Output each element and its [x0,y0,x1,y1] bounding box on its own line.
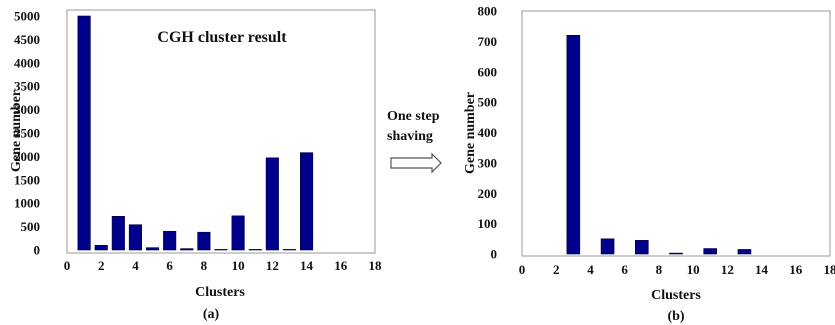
panel-a-y-tick-label: 1500 [14,172,40,187]
panel-a-bar-cluster-7 [180,248,194,251]
panel-a-y-tick-label: 500 [21,219,41,234]
panel-b-x-tick-label: 0 [519,262,526,277]
panel-a-bar-cluster-10 [231,215,245,251]
panel-a-y-tick-label: 2500 [14,126,40,141]
panel-a-y-tick-label: 3500 [14,79,40,94]
panel-b-x-tick-label: 2 [553,262,560,277]
panel-a-x-tick-label: 4 [132,258,139,273]
panel-a-y-tick-label: 1000 [14,196,40,211]
panel-a-bar-cluster-11 [248,249,262,251]
panel-b-x-tick-label: 12 [721,262,734,277]
panel-b-bar-cluster-3 [566,34,581,255]
panel-b-x-tick-labels: 0 2 4 6 8 10 12 14 16 18 [519,262,835,277]
panel-a-x-tick-label: 10 [232,258,245,273]
panel-b-x-tick-label: 4 [587,262,594,277]
panel-a-chart-title: CGH cluster result [157,29,287,46]
panel-b-y-tick-label: 200 [478,186,498,201]
panel-a-y-tick-label: 3000 [14,102,40,117]
panel-a-x-tick-label: 14 [300,258,314,273]
panel-b-label: (b) [667,309,684,324]
annotation-line-1: One step [387,109,440,124]
panel-a-y-tick-label: 5000 [14,9,40,24]
panel-a-bar-cluster-5 [146,247,160,251]
panel-a-plot-frame [66,9,376,254]
panel-a-bar-cluster-4 [128,224,142,251]
one-step-shaving-annotation: One step shaving [387,109,442,174]
panel-b-bar-cluster-13 [737,249,752,255]
panel-a-bar-cluster-9 [214,249,228,251]
panel-a-bar-cluster-8 [197,231,211,251]
panel-b-chart: 0 100 200 300 400 500 600 700 800 0 2 4 6 8 10 12 14 16 1… [463,4,835,325]
panel-a-bar-cluster-3 [111,216,125,251]
panel-b-x-tick-label: 16 [789,262,803,277]
panel-a-x-tick-label: 2 [98,258,105,273]
panel-b-x-tick-label: 18 [824,262,835,277]
panel-a-bars [77,15,314,251]
annotation-line-2: shaving [387,129,433,144]
panel-a-bar-cluster-14 [300,152,314,251]
panel-b-bar-cluster-11 [703,248,718,255]
panel-b-y-tick-label: 500 [478,95,498,110]
panel-b-bar-cluster-9 [669,252,683,255]
panel-b-x-tick-label: 6 [621,262,628,277]
panel-b-bars [566,34,752,255]
panel-a-x-tick-labels: 0 2 4 6 8 10 12 14 16 18 [64,258,382,273]
panel-a-x-tick-label: 8 [201,258,208,273]
panel-b-y-axis-title: Gene number [463,92,478,174]
panel-b-y-tick-label: 400 [478,125,498,140]
panel-b-bar-cluster-7 [634,240,649,255]
panel-b-bar-cluster-5 [600,238,615,255]
panel-b-y-tick-labels: 0 100 200 300 400 500 600 700 800 [478,4,498,262]
panel-a-bar-cluster-6 [163,230,177,251]
panel-a-x-tick-label: 18 [369,258,383,273]
panel-a-y-tick-label: 4000 [14,55,40,70]
panel-a-bar-cluster-1 [77,15,91,251]
panel-b-plot-frame [521,10,831,257]
panel-a-bar-cluster-13 [282,249,296,251]
panel-a-y-tick-labels: 0 500 1000 1500 2000 2500 3000 3500 4000 4500 5000 [14,9,40,258]
panel-b-y-tick-label: 100 [478,216,498,231]
panel-b-x-tick-label: 14 [755,262,769,277]
right-arrow-icon [390,152,442,174]
panel-b-x-tick-label: 10 [687,262,700,277]
panel-b-y-tick-label: 300 [478,155,498,170]
panel-a-x-axis-title: Clusters [195,285,245,300]
panel-a-bar-cluster-2 [94,245,108,251]
panel-b-x-tick-label: 8 [656,262,663,277]
panel-b-y-tick-label: 800 [478,4,498,19]
panel-a-x-tick-label: 12 [266,258,279,273]
panel-a-y-tick-label: 4500 [14,32,40,47]
panel-a-y-tick-label: 2000 [14,149,40,164]
panel-a-y-tick-label: 0 [34,243,41,258]
panel-a-bar-cluster-12 [265,157,279,251]
panel-a-x-tick-label: 0 [64,258,71,273]
panel-b-x-axis-title: Clusters [651,288,701,303]
panel-a-x-tick-label: 16 [334,258,348,273]
panel-b-y-tick-label: 600 [478,64,498,79]
panel-b-y-tick-label: 0 [491,247,498,262]
panel-b-y-tick-label: 700 [478,34,498,49]
panel-a-label: (a) [203,307,220,322]
panel-a-y-axis-title: Gene number [9,90,24,172]
panel-a-x-tick-label: 6 [166,258,173,273]
panel-a-chart: 0 500 1000 1500 2000 2500 3000 3500 4000 4500 5000… [9,9,382,323]
